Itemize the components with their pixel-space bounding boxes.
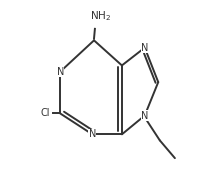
Text: N: N bbox=[89, 129, 96, 139]
Text: NH$_2$: NH$_2$ bbox=[90, 9, 111, 23]
Text: N: N bbox=[141, 43, 148, 53]
Text: N: N bbox=[141, 110, 148, 121]
Text: N: N bbox=[56, 67, 64, 77]
Text: Cl: Cl bbox=[41, 108, 50, 118]
